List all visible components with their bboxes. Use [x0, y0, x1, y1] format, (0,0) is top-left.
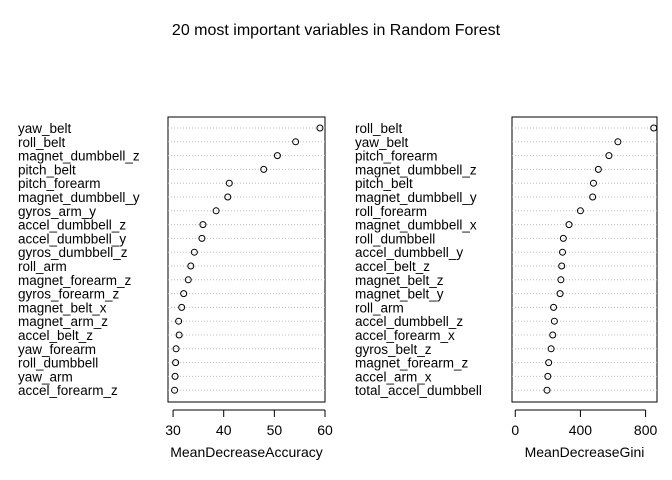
variable-label: roll_dumbbell: [18, 356, 98, 371]
data-point: [199, 221, 207, 229]
chart-title: 20 most important variables in Random Fo…: [172, 22, 501, 39]
variable-label: accel_dumbbell_z: [18, 218, 126, 233]
variable-label: accel_dumbbell_y: [18, 231, 126, 246]
data-point: [543, 386, 551, 394]
data-point: [171, 372, 179, 380]
x-tick-label: 30: [165, 422, 181, 438]
x-axis-label: MeanDecreaseGini: [525, 444, 645, 460]
x-tick-label: 0: [511, 422, 519, 438]
variable-label: roll_forearm: [355, 204, 427, 219]
variable-label: pitch_forearm: [355, 149, 438, 164]
variable-label: yaw_forearm: [18, 342, 96, 357]
variable-label: gyros_forearm_z: [18, 287, 120, 302]
variable-label: pitch_belt: [355, 176, 413, 191]
x-tick-label: 800: [634, 422, 658, 438]
data-point: [549, 331, 557, 339]
data-point: [605, 152, 613, 160]
data-point: [172, 359, 180, 367]
variable-label: yaw_belt: [355, 135, 409, 150]
data-point: [557, 276, 565, 284]
data-point: [172, 345, 180, 353]
variable-label: yaw_arm: [18, 369, 73, 384]
data-point: [559, 234, 567, 242]
data-point: [576, 207, 584, 215]
variable-label: magnet_dumbbell_z: [355, 162, 477, 177]
data-point: [171, 386, 179, 394]
variable-label: accel_dumbbell_y: [355, 245, 463, 260]
variable-label: roll_belt: [18, 135, 66, 150]
variable-label: yaw_belt: [18, 121, 72, 136]
data-point: [175, 317, 183, 325]
data-point: [180, 290, 188, 298]
variable-label: accel_belt_z: [18, 328, 93, 343]
data-point: [184, 276, 192, 284]
data-point: [650, 124, 658, 132]
variable-label: magnet_forearm_z: [355, 356, 469, 371]
data-point: [273, 152, 281, 160]
variable-label: magnet_arm_z: [18, 314, 108, 329]
variable-label: accel_forearm_z: [18, 383, 118, 398]
data-point: [190, 248, 198, 256]
variable-label: accel_forearm_x: [355, 328, 455, 343]
data-point: [614, 138, 622, 146]
x-tick-label: 60: [317, 422, 333, 438]
x-tick-label: 50: [267, 422, 283, 438]
data-point: [558, 262, 566, 270]
data-point: [175, 331, 183, 339]
plot-frame: [511, 116, 658, 403]
data-point: [547, 345, 555, 353]
data-point: [224, 193, 232, 201]
variable-label: magnet_forearm_z: [18, 273, 132, 288]
variable-label: magnet_dumbbell_y: [355, 190, 477, 205]
data-point: [559, 248, 567, 256]
variable-label: magnet_belt_y: [355, 287, 444, 302]
data-point: [594, 165, 602, 173]
variable-label: total_accel_dumbbell: [355, 383, 482, 398]
data-point: [212, 207, 220, 215]
data-point: [544, 372, 552, 380]
variable-label: accel_arm_x: [355, 369, 432, 384]
plot-frame: [167, 116, 326, 403]
variable-label: accel_belt_z: [355, 259, 430, 274]
variable-label: pitch_belt: [18, 162, 76, 177]
data-point: [316, 124, 324, 132]
data-point: [556, 290, 564, 298]
variable-label: magnet_belt_z: [355, 273, 444, 288]
variable-label: magnet_dumbbell_y: [18, 190, 140, 205]
variable-label: roll_dumbbell: [355, 231, 435, 246]
variable-label: accel_dumbbell_z: [355, 314, 463, 329]
data-point: [187, 262, 195, 270]
variable-label: magnet_belt_x: [18, 300, 107, 315]
variable-label: gyros_belt_z: [355, 342, 432, 357]
data-point: [260, 165, 268, 173]
data-point: [292, 138, 300, 146]
variable-label: magnet_dumbbell_x: [355, 218, 477, 233]
data-point: [550, 303, 558, 311]
variable-label: roll_arm: [355, 300, 404, 315]
data-point: [589, 193, 597, 201]
variable-label: gyros_dumbbell_z: [18, 245, 128, 260]
x-axis-label: MeanDecreaseAccuracy: [170, 444, 323, 460]
variable-label: magnet_dumbbell_z: [18, 149, 140, 164]
data-point: [198, 234, 206, 242]
x-tick-label: 40: [216, 422, 232, 438]
variable-label: roll_arm: [18, 259, 67, 274]
data-point: [565, 221, 573, 229]
variable-label: pitch_forearm: [18, 176, 101, 191]
data-point: [225, 179, 233, 187]
data-point: [178, 303, 186, 311]
x-tick-label: 400: [569, 422, 593, 438]
data-point: [545, 359, 553, 367]
variable-label: roll_belt: [355, 121, 403, 136]
variable-label: gyros_arm_y: [18, 204, 96, 219]
data-point: [589, 179, 597, 187]
data-point: [550, 317, 558, 325]
